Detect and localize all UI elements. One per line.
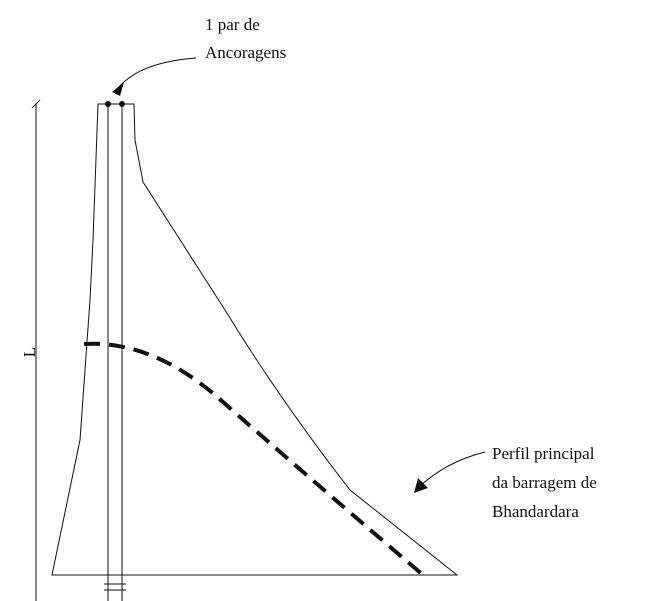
arrow <box>417 451 486 489</box>
label: da barragem de <box>492 473 597 492</box>
label: Perfil principal <box>492 444 595 463</box>
arrow-head <box>414 478 428 493</box>
arrow-head <box>112 82 124 96</box>
dam-outline <box>31 57 486 601</box>
anchor-point <box>119 101 125 107</box>
label: Bhandardara <box>492 502 579 521</box>
arrow <box>117 57 197 89</box>
label: L <box>20 347 39 357</box>
dam-profile <box>51 103 459 576</box>
anchor-point <box>105 101 111 107</box>
label: 1 par de <box>205 15 260 34</box>
label: Ancoragens <box>205 43 286 62</box>
length-tick <box>31 99 41 109</box>
phreatic-line <box>83 341 425 577</box>
